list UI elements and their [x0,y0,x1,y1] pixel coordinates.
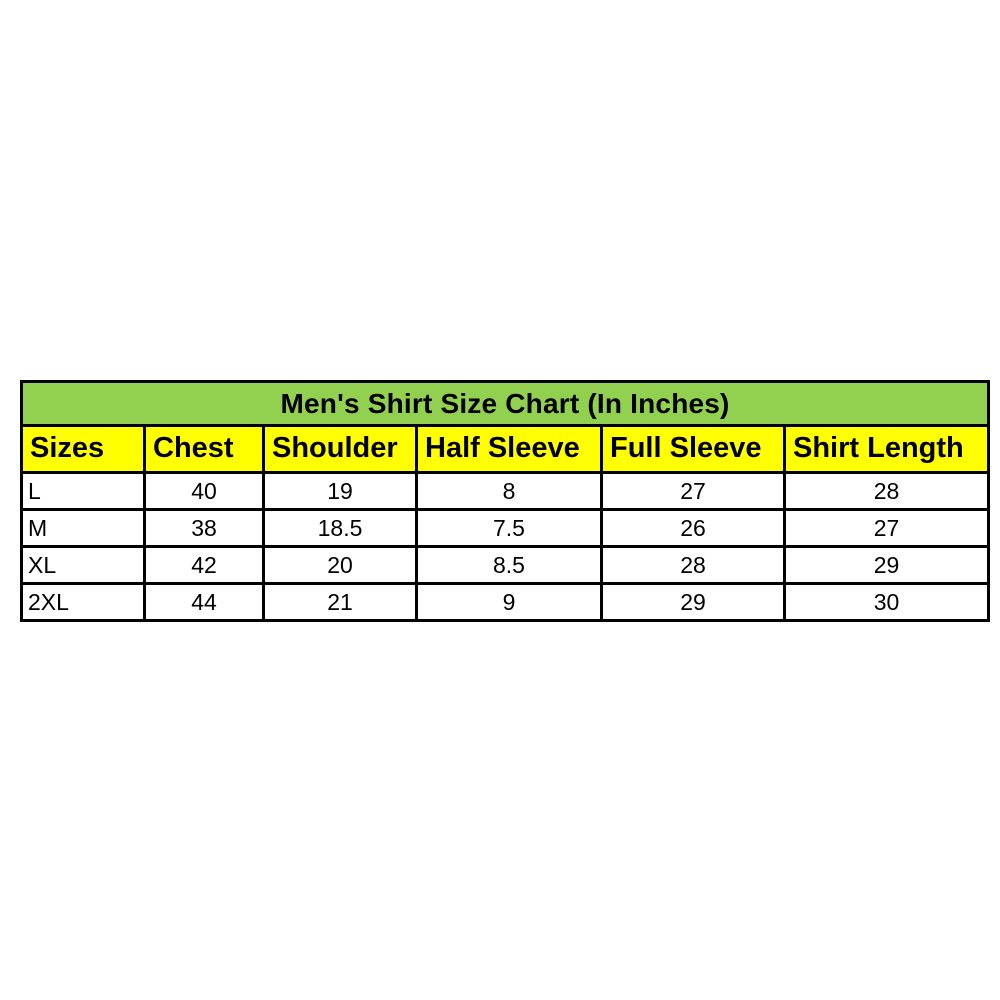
full-sleeve-value: 28 [600,545,786,585]
column-header-shoulder: Shoulder [262,424,418,474]
size-chart-table: Men's Shirt Size Chart (In Inches) Sizes… [19,380,991,622]
size-label: 2XL [20,582,146,622]
column-header-shirt-length: Shirt Length [782,424,991,474]
half-sleeve-value: 8.5 [415,545,603,585]
table-row-size-xl: XL 42 20 8.5 28 29 [20,545,991,585]
table-header-row: Sizes Chest Shoulder Half Sleeve Full Sl… [20,424,991,474]
size-chart-container: Men's Shirt Size Chart (In Inches) Sizes… [19,380,991,622]
shirt-length-value: 29 [782,545,991,585]
chest-value: 42 [143,545,265,585]
chest-value: 38 [143,508,265,548]
chest-value: 40 [143,471,265,511]
half-sleeve-value: 7.5 [415,508,603,548]
shirt-length-value: 30 [782,582,991,622]
shirt-length-value: 28 [782,471,991,511]
half-sleeve-value: 8 [415,471,603,511]
half-sleeve-value: 9 [415,582,603,622]
size-label: M [20,508,146,548]
full-sleeve-value: 26 [600,508,786,548]
full-sleeve-value: 27 [600,471,786,511]
column-header-full-sleeve: Full Sleeve [600,424,786,474]
full-sleeve-value: 29 [600,582,786,622]
column-header-half-sleeve: Half Sleeve [415,424,603,474]
size-label: L [20,471,146,511]
column-header-chest: Chest [143,424,265,474]
size-label: XL [20,545,146,585]
shoulder-value: 19 [262,471,418,511]
shoulder-value: 18.5 [262,508,418,548]
table-row-size-l: L 40 19 8 27 28 [20,471,991,511]
table-row-size-m: M 38 18.5 7.5 26 27 [20,508,991,548]
shoulder-value: 20 [262,545,418,585]
shirt-length-value: 27 [782,508,991,548]
table-title-row: Men's Shirt Size Chart (In Inches) [19,380,991,427]
chart-title: Men's Shirt Size Chart (In Inches) [19,380,991,427]
chest-value: 44 [143,582,265,622]
column-header-sizes: Sizes [20,424,146,474]
shoulder-value: 21 [262,582,418,622]
table-row-size-2xl: 2XL 44 21 9 29 30 [20,582,991,622]
